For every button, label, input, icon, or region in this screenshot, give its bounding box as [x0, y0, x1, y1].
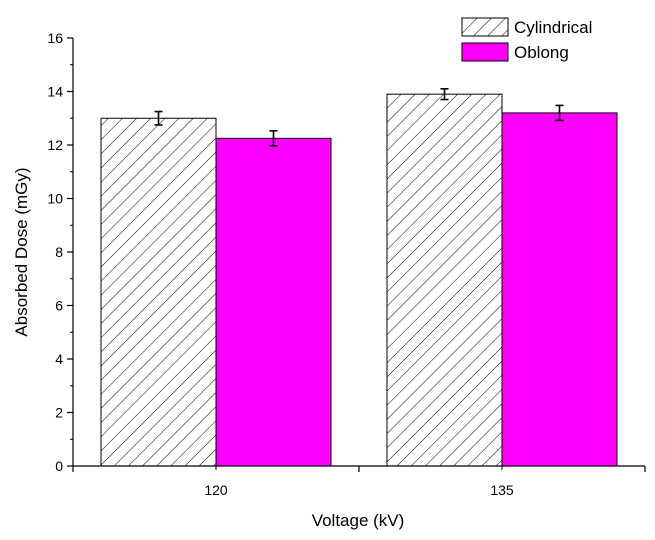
axes: 0 2 4 6 8 10 12 14 16 120 135 — [47, 30, 646, 498]
y-tick-label: 4 — [55, 351, 63, 367]
legend-label: Oblong — [514, 43, 569, 62]
y-tick-label: 14 — [47, 84, 63, 100]
legend-item-oblong: Oblong — [461, 42, 569, 62]
x-axis-title: Voltage (kV) — [312, 511, 405, 530]
plot-area — [100, 88, 618, 467]
x-tick-label: 120 — [204, 482, 228, 498]
y-tick-label: 12 — [47, 137, 63, 153]
legend: Cylindrical Oblong — [461, 17, 592, 62]
legend-label: Cylindrical — [514, 18, 592, 37]
bar-oblong-120 — [215, 137, 332, 467]
error-bar-cylindrical-135 — [440, 88, 449, 101]
error-bar-oblong-120 — [269, 130, 278, 147]
y-tick-label: 0 — [55, 458, 63, 474]
bar-oblong-135 — [501, 112, 618, 467]
y-tick-label: 6 — [55, 298, 63, 314]
error-bar-oblong-135 — [555, 104, 564, 122]
y-tick-label: 8 — [55, 244, 63, 260]
y-tick-label: 2 — [55, 405, 63, 421]
y-tick-label: 10 — [47, 191, 63, 207]
bar-cylindrical-135 — [386, 93, 503, 467]
legend-item-cylindrical: Cylindrical — [461, 17, 592, 37]
y-tick-label: 16 — [47, 30, 63, 46]
error-bar-cylindrical-120 — [154, 110, 163, 126]
y-axis-title: Absorbed Dose (mGy) — [12, 167, 31, 336]
legend-swatch — [461, 17, 509, 37]
bar-cylindrical-120 — [100, 117, 217, 467]
x-tick-label: 135 — [490, 482, 514, 498]
legend-swatch — [461, 42, 509, 62]
